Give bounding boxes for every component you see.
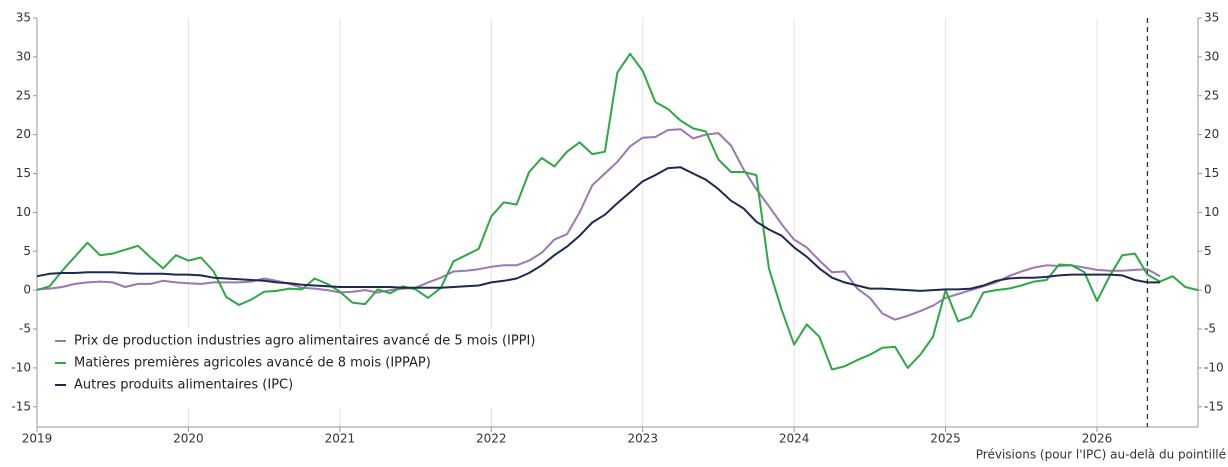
series-line [36,128,1161,321]
y-tick-label: 10 [16,205,31,219]
legend-label: Autres produits alimentaires (IPC) [74,378,293,393]
y2-tick-label: 5 [1204,244,1212,258]
legend-box [44,328,592,408]
x-tick-label: 2020 [173,432,204,446]
y-tick-label: 15 [16,166,31,180]
y-tick-label: -10 [11,360,31,374]
x-tick-label: 2026 [1082,432,1113,446]
x-tick-label: 2025 [930,432,961,446]
x-tick-label: 2019 [22,432,53,446]
y-tick-label: -5 [19,322,31,336]
y2-tick-label: 30 [1204,49,1219,63]
y2-tick-label: 10 [1204,205,1219,219]
x-tick-label: 2022 [476,432,507,446]
series-line [36,52,1199,371]
y-tick-label: 0 [23,283,31,297]
legend-label: Prix de production industries agro alime… [74,334,535,349]
y-tick-label: 25 [16,88,31,102]
y2-tick-label: -15 [1204,399,1224,413]
y2-tick-label: 15 [1204,166,1219,180]
y-tick-label: 35 [16,11,31,25]
y2-tick-label: 35 [1204,11,1219,25]
y-tick-label: 30 [16,49,31,63]
series-line [36,166,1161,292]
x-tick-label: 2023 [627,432,658,446]
legend: Prix de production industries agro alime… [44,328,592,408]
legend-label: Matières premières agricoles avancé de 8… [74,356,431,371]
y2-tick-label: -10 [1204,360,1224,374]
y-tick-label: -15 [11,399,31,413]
y-tick-label: 5 [23,244,31,258]
x-tick-label: 2024 [779,432,810,446]
y2-tick-label: 20 [1204,127,1219,141]
y2-tick-label: 25 [1204,88,1219,102]
annotation: Prévisions (pour l'IPC) au-delà du point… [976,448,1226,462]
y2-tick-label: -5 [1204,322,1216,336]
x-tick-label: 2021 [325,432,356,446]
y2-tick-label: 0 [1204,283,1212,297]
y-tick-label: 20 [16,127,31,141]
